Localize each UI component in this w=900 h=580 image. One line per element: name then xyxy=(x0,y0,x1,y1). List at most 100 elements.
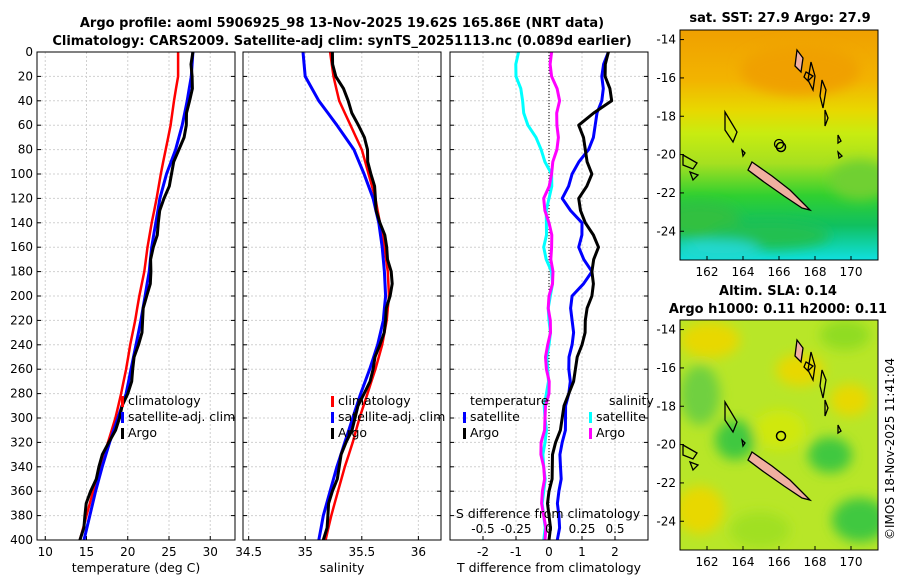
sst-map-axes: 162 164 166 168 170 -14 -16 -18 -20 -22 -24 xyxy=(656,33,862,279)
map-x-tick-label: 166 xyxy=(768,555,791,569)
legend-swatch-argo xyxy=(121,428,124,439)
x-tick-label: 30 xyxy=(203,545,218,559)
map-y-tick-label: -18 xyxy=(656,399,676,413)
x-tick-label: 2 xyxy=(611,545,619,559)
temperature-panel: 0 20 40 60 80 100 120 140 160 180 200 220 240 260 280 3… xyxy=(10,45,236,575)
salinity-panel: 34.5 35 35.5 36 salinity xyxy=(235,51,442,575)
legend-swatch-t-argo xyxy=(463,428,466,439)
map-y-tick-label: -22 xyxy=(656,186,676,200)
y-tick-label: 280 xyxy=(10,387,33,401)
series-line-argo xyxy=(321,51,394,541)
salinity-legend: climatology satellite-adj. clim Argo xyxy=(331,393,445,440)
legend-label-s-argo: Argo xyxy=(596,425,625,440)
series-line-salinity-argo xyxy=(539,51,562,541)
legend-swatch-s-satellite xyxy=(589,412,592,423)
legend-swatch-t-satellite xyxy=(463,412,466,423)
legend-label-satellite: satellite-adj. clim xyxy=(338,409,445,424)
map-y-tick-label: -16 xyxy=(656,361,676,375)
x-tick-label: -2 xyxy=(477,545,489,559)
y-tick-label: 0 xyxy=(25,45,33,59)
s-tick-label: -0.5 xyxy=(471,522,494,536)
map-y-tick-label: -22 xyxy=(656,476,676,490)
map-y-tick-label: -16 xyxy=(656,71,676,85)
axes-frame xyxy=(36,51,236,541)
x-tick-label: 1 xyxy=(578,545,586,559)
y-tick-label: 200 xyxy=(10,289,33,303)
sla-map-title: Altim. SLA: 0.14 xyxy=(719,284,837,299)
y-tick-label: 380 xyxy=(10,509,33,523)
legend-label-climatology: climatology xyxy=(338,393,411,408)
map-y-tick-label: -24 xyxy=(656,224,676,238)
legend-swatch-s-argo xyxy=(589,428,592,439)
map-x-tick-label: 164 xyxy=(732,265,755,279)
legend-label-t-argo: Argo xyxy=(470,425,499,440)
sst-coastline xyxy=(682,48,844,212)
legend-header-salinity: salinity xyxy=(609,393,654,408)
map-x-tick-label: 170 xyxy=(840,555,863,569)
y-tick-label: 120 xyxy=(10,191,33,205)
series-line-temperature-satellite xyxy=(555,51,610,541)
map-y-tick-label: -14 xyxy=(656,33,676,47)
legend-swatch-climatology xyxy=(121,396,124,407)
y-tick-label: 80 xyxy=(18,143,33,157)
x-tick-label: 20 xyxy=(120,545,135,559)
x-tick-label: -1 xyxy=(510,545,522,559)
difference-panel: -2 -1 0 1 2T difference from climatology xyxy=(449,51,649,575)
s-tick-label: 0.25 xyxy=(569,522,596,536)
y-tick-label: 260 xyxy=(10,362,33,376)
y-tick-label: 180 xyxy=(10,265,33,279)
x-tick-label: 25 xyxy=(161,545,176,559)
map-y-tick-label: -20 xyxy=(656,438,676,452)
sst-map-title: sat. SST: 27.9 Argo: 27.9 xyxy=(689,11,870,26)
x-tick-label: 10 xyxy=(38,545,53,559)
map-x-tick-label: 162 xyxy=(696,555,719,569)
legend-header-temperature: temperature xyxy=(470,393,549,408)
map-y-tick-label: -14 xyxy=(656,323,676,337)
sst-map: sat. SST: 27.9 Argo: 27.9 xyxy=(656,11,879,279)
s-tick-label: -0.25 xyxy=(500,522,531,536)
y-tick-label: 240 xyxy=(10,338,33,352)
series-line-argo xyxy=(78,51,195,541)
map-x-tick-label: 166 xyxy=(768,265,791,279)
legend-label-t-satellite: satellite xyxy=(470,409,520,424)
legend-swatch-satellite xyxy=(121,412,124,423)
y-tick-label: 340 xyxy=(10,460,33,474)
y-tick-label: 400 xyxy=(10,533,33,547)
series-line-satellite-adj--clim xyxy=(82,51,195,541)
x-tick-label: 0 xyxy=(545,545,553,559)
legend-swatch-climatology xyxy=(331,396,334,407)
x-axis-label: temperature (deg C) xyxy=(72,560,201,575)
legend-label-argo: Argo xyxy=(128,425,157,440)
x-axis-label: T difference from climatology xyxy=(456,560,642,575)
y-tick-label: 20 xyxy=(18,69,33,83)
figure-title-line2: Climatology: CARS2009. Satellite-adj cli… xyxy=(52,34,631,49)
y-tick-label: 300 xyxy=(10,411,33,425)
imos-timestamp: ©IMOS 18-Nov-2025 11:41:04 xyxy=(883,358,897,540)
profile-location-marker xyxy=(775,141,787,153)
map-y-tick-label: -24 xyxy=(656,514,676,528)
y-tick-label: 140 xyxy=(10,216,33,230)
sla-map: Altim. SLA: 0.14 Argo h1000: 0.11 h2000:… xyxy=(656,284,887,569)
legend-label-climatology: climatology xyxy=(128,393,201,408)
profile-location-marker xyxy=(775,430,787,442)
difference-legend: temperature salinity satellite Argo sate… xyxy=(463,393,654,440)
y-tick-label: 60 xyxy=(18,118,33,132)
series-line-climatology xyxy=(78,52,180,541)
map-x-tick-label: 170 xyxy=(840,265,863,279)
map-y-tick-label: -18 xyxy=(656,109,676,123)
s-difference-axis-label: S difference from climatology xyxy=(456,506,641,521)
y-tick-label: 320 xyxy=(10,435,33,449)
x-tick-label: 34.5 xyxy=(235,545,262,559)
sla-map-axes: 162 164 166 168 170 -14 -16 -18 -20 -22 -24 xyxy=(656,323,862,569)
x-tick-label: 36 xyxy=(411,545,426,559)
y-tick-label: 40 xyxy=(18,94,33,108)
axes-frame xyxy=(242,51,442,541)
map-x-tick-label: 168 xyxy=(804,555,827,569)
legend-label-s-satellite: satellite xyxy=(596,409,646,424)
y-tick-label: 360 xyxy=(10,484,33,498)
temperature-legend: climatology satellite-adj. clim Argo xyxy=(121,393,235,440)
map-x-tick-label: 164 xyxy=(732,555,755,569)
legend-label-argo: Argo xyxy=(338,425,367,440)
map-y-tick-label: -20 xyxy=(656,148,676,162)
